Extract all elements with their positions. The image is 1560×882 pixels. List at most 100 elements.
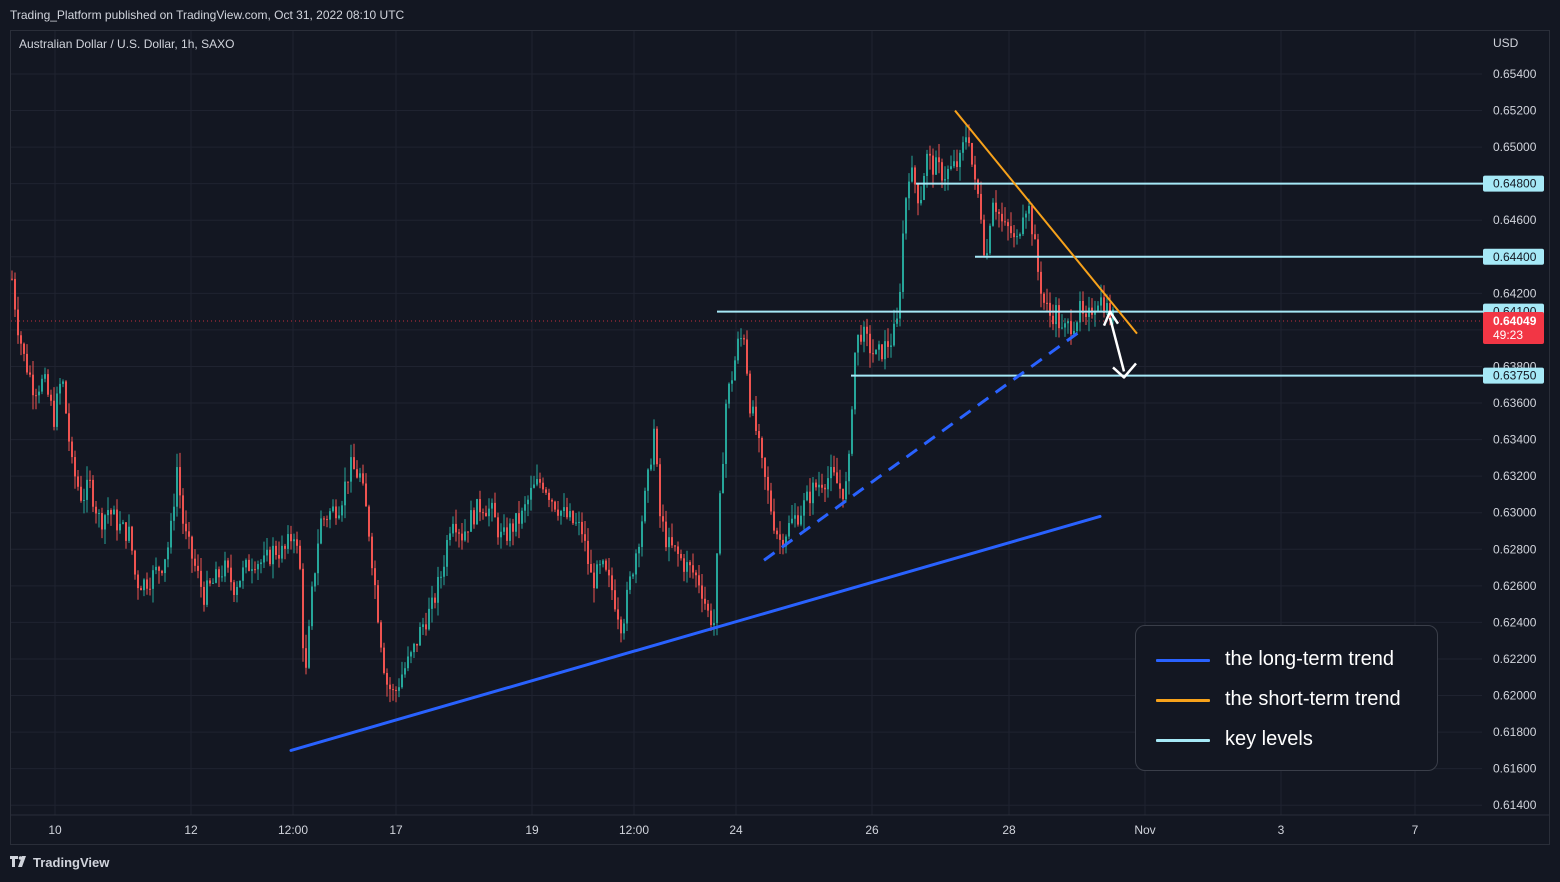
candle-body — [944, 179, 946, 181]
candle-body — [557, 509, 559, 516]
candle-body — [503, 527, 505, 532]
candle-body — [344, 481, 346, 506]
candle-body — [203, 586, 205, 605]
candle-body — [995, 202, 997, 212]
candle-body — [950, 166, 952, 169]
candle-body — [431, 597, 433, 609]
key-level-value: 0.64400 — [1493, 250, 1537, 264]
candle-body — [779, 534, 781, 540]
y-tick-label: 0.61800 — [1493, 725, 1537, 739]
chart-frame[interactable] — [10, 30, 1550, 845]
candle-body — [851, 409, 853, 454]
symbol-title[interactable]: Australian Dollar / U.S. Dollar, 1h, SAX… — [19, 37, 235, 51]
candle-body — [446, 540, 448, 567]
candle-body — [440, 576, 442, 578]
candle-body — [572, 511, 574, 524]
x-tick-label: 28 — [1002, 823, 1016, 837]
candle-body — [332, 506, 334, 512]
candle-body — [149, 588, 151, 590]
x-tick-label: Nov — [1134, 823, 1155, 837]
candle-body — [734, 360, 736, 381]
candle-body — [53, 400, 55, 427]
candle-body — [44, 374, 46, 379]
candle-body — [404, 668, 406, 675]
candle-body — [1016, 236, 1018, 238]
candle-body — [719, 493, 721, 554]
candle-body — [467, 531, 469, 533]
candle-body — [617, 609, 619, 620]
candle-body — [293, 539, 295, 542]
candle-body — [146, 579, 148, 589]
candle-body — [221, 576, 223, 578]
legend-swatch-key-levels — [1156, 739, 1210, 742]
footer — [0, 846, 1560, 882]
x-tick-label: 12:00 — [619, 823, 649, 837]
candle-body — [77, 476, 79, 487]
candle-body — [1046, 302, 1048, 304]
candle-body — [986, 253, 988, 256]
candle-body — [1082, 301, 1084, 314]
candle-body — [56, 393, 58, 427]
candle-body — [857, 334, 859, 353]
candle-body — [1094, 311, 1096, 315]
candle-body — [179, 467, 181, 496]
candle-body — [803, 500, 805, 516]
candle-body — [341, 505, 343, 516]
candle-body — [920, 199, 922, 204]
candle-body — [188, 531, 190, 537]
candle-body — [1085, 313, 1087, 317]
tradingview-logo[interactable]: TradingView — [10, 855, 109, 870]
candle-body — [647, 469, 649, 491]
candle-body — [833, 467, 835, 473]
candle-body — [461, 533, 463, 541]
currency-label[interactable]: USD — [1493, 36, 1519, 50]
candle-body — [923, 175, 925, 200]
candle-body — [755, 406, 757, 432]
candle-body — [215, 569, 217, 583]
candle-body — [317, 543, 319, 574]
candle-body — [362, 473, 364, 484]
candle-body — [419, 627, 421, 646]
candle-body — [839, 483, 841, 489]
candle-body — [674, 545, 676, 547]
candle-body — [692, 565, 694, 573]
candle-body — [860, 334, 862, 342]
candle-body — [287, 534, 289, 549]
candle-body — [266, 549, 268, 556]
bar-countdown: 49:23 — [1493, 328, 1523, 342]
candle-body — [59, 383, 61, 394]
candle-body — [821, 484, 823, 488]
candle-body — [980, 193, 982, 220]
key-level-value: 0.64800 — [1493, 177, 1537, 191]
candle-body — [683, 558, 685, 572]
candle-body — [1004, 221, 1006, 223]
candle-body — [686, 562, 688, 572]
candle-body — [86, 479, 88, 500]
candle-body — [182, 495, 184, 524]
candle-body — [335, 506, 337, 519]
logo-text: TradingView — [33, 855, 110, 870]
candle-body — [128, 526, 130, 541]
candle-body — [95, 506, 97, 514]
candle-body — [710, 610, 712, 626]
candle-body — [134, 550, 136, 575]
candle-body — [11, 278, 13, 280]
candle-body — [443, 566, 445, 577]
candle-body — [398, 687, 400, 691]
candle-body — [749, 373, 751, 414]
candle-body — [797, 515, 799, 525]
candle-body — [110, 510, 112, 515]
candle-body — [560, 511, 562, 516]
candle-body — [185, 523, 187, 532]
candle-body — [14, 278, 16, 310]
legend-swatch-long-term — [1156, 659, 1210, 662]
key-level-badge: 0.64800 — [1483, 175, 1544, 192]
candle-body — [713, 623, 715, 626]
candle-body — [167, 547, 169, 560]
candle-body — [1076, 322, 1078, 331]
publish-header: Trading_Platform published on TradingVie… — [0, 0, 1560, 30]
candle-body — [743, 338, 745, 340]
y-tick-label: 0.61400 — [1493, 798, 1537, 812]
candle-body — [1106, 303, 1108, 313]
candle-body — [599, 564, 601, 566]
